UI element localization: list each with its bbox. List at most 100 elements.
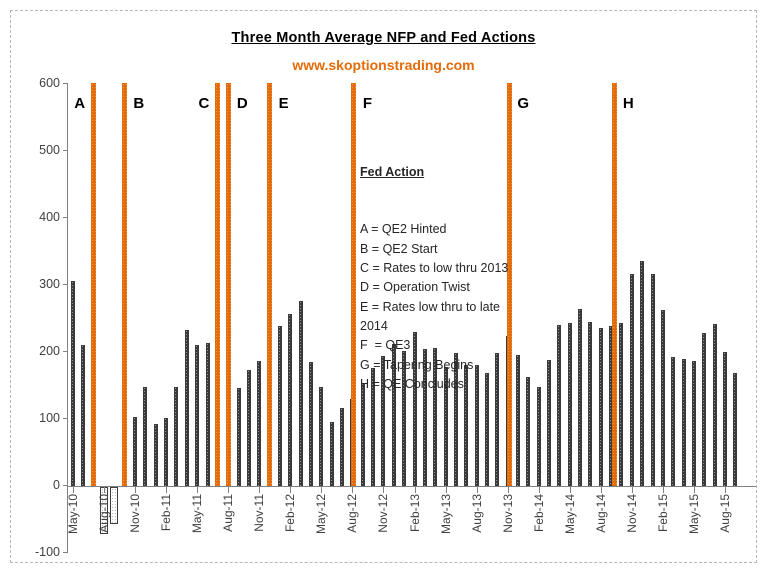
bar xyxy=(578,308,583,486)
x-tick-label: Nov-11 xyxy=(252,494,267,532)
fed-action-letter-c: C xyxy=(198,95,210,112)
x-axis xyxy=(67,486,756,487)
x-tick xyxy=(104,487,106,493)
bar xyxy=(516,355,520,486)
y-tick xyxy=(63,418,67,420)
fed-action-letter-b: B xyxy=(133,95,145,112)
x-tick xyxy=(414,487,416,493)
fed-action-letter-f: F xyxy=(362,95,373,112)
bar xyxy=(391,343,396,486)
bar xyxy=(671,357,676,486)
bar xyxy=(619,323,624,486)
bar xyxy=(557,325,562,486)
bar xyxy=(71,281,75,486)
x-tick-label: Aug-10 xyxy=(97,494,112,533)
x-tick xyxy=(693,487,695,493)
fed-action-line-b xyxy=(122,83,128,486)
x-tick-label: Nov-10 xyxy=(128,494,143,533)
bar xyxy=(443,366,448,486)
bar xyxy=(536,386,541,486)
y-tick xyxy=(63,552,67,554)
bar xyxy=(298,300,303,486)
x-tick-label: Feb-12 xyxy=(283,494,298,533)
y-tick-label: 100 xyxy=(39,411,60,426)
y-tick-label: 300 xyxy=(39,277,60,292)
bar xyxy=(412,332,417,486)
x-tick xyxy=(383,487,385,493)
bar xyxy=(277,326,282,486)
fed-action-line-e xyxy=(267,83,273,486)
x-tick-label: Nov-13 xyxy=(500,494,515,533)
x-tick xyxy=(600,487,602,493)
x-tick xyxy=(228,487,230,493)
x-tick-label: Feb-14 xyxy=(531,494,546,533)
x-tick-label: May-11 xyxy=(190,494,205,534)
fed-action-line-h xyxy=(611,83,617,486)
x-tick xyxy=(538,487,540,493)
fed-action-letter-e: E xyxy=(278,95,289,112)
bar xyxy=(474,364,479,486)
x-tick-label: Feb-11 xyxy=(159,494,174,532)
bar xyxy=(422,348,427,486)
x-tick-label: Aug-13 xyxy=(469,494,484,533)
x-tick xyxy=(135,487,137,493)
x-tick xyxy=(73,487,74,493)
x-tick-label: Aug-15 xyxy=(717,494,732,533)
legend-line: B = QE2 Start xyxy=(360,241,438,256)
bar-negative xyxy=(110,487,119,524)
bar xyxy=(288,313,293,486)
x-tick xyxy=(507,487,509,493)
x-tick xyxy=(197,487,199,493)
bar xyxy=(205,342,210,486)
bar xyxy=(464,364,469,486)
fed-action-letter-a: A xyxy=(74,95,86,112)
bar xyxy=(650,274,655,486)
bar xyxy=(360,382,365,486)
x-tick-label: Aug-11 xyxy=(221,494,236,532)
bar xyxy=(153,423,158,486)
x-tick-label: Aug-12 xyxy=(345,494,360,533)
bar xyxy=(484,372,489,486)
x-tick-label: May-13 xyxy=(438,494,453,535)
legend-line: A = QE2 Hinted xyxy=(360,222,447,237)
x-tick-label: May-14 xyxy=(562,494,577,535)
x-tick-label: May-12 xyxy=(314,494,329,535)
bar xyxy=(433,347,438,486)
bar xyxy=(329,422,334,486)
bar xyxy=(567,323,572,486)
bar xyxy=(133,416,138,486)
x-tick xyxy=(631,487,633,493)
fed-action-line-g xyxy=(506,83,512,486)
y-tick xyxy=(63,284,67,286)
bar xyxy=(319,387,324,486)
legend-line: D = Operation Twist xyxy=(360,280,470,295)
bar xyxy=(257,360,262,486)
legend-heading: Fed Action xyxy=(360,164,425,179)
y-tick-label: -100 xyxy=(34,545,60,560)
x-tick xyxy=(569,487,571,493)
y-axis xyxy=(67,83,68,553)
y-tick-label: 0 xyxy=(53,478,60,493)
bar xyxy=(702,333,707,486)
bar xyxy=(340,407,345,486)
y-tick-label: 500 xyxy=(39,143,60,158)
chart-subtitle: www.skoptionstrading.com xyxy=(292,57,475,73)
bar xyxy=(640,260,645,486)
bar xyxy=(495,352,500,486)
bar xyxy=(381,355,386,486)
x-tick-label: Nov-14 xyxy=(624,494,639,533)
bar xyxy=(309,361,314,486)
x-tick-label: Aug-14 xyxy=(593,494,608,533)
x-tick-label: Nov-12 xyxy=(376,494,391,533)
bar xyxy=(453,352,458,486)
x-tick xyxy=(259,487,261,493)
x-tick xyxy=(445,487,447,493)
bar xyxy=(143,387,148,486)
fed-action-letter-d: D xyxy=(236,95,248,112)
x-tick xyxy=(166,487,168,493)
bar xyxy=(402,350,407,486)
legend-line: G = Tapering Begins xyxy=(360,357,474,372)
bar xyxy=(174,386,179,486)
bar xyxy=(691,360,696,486)
